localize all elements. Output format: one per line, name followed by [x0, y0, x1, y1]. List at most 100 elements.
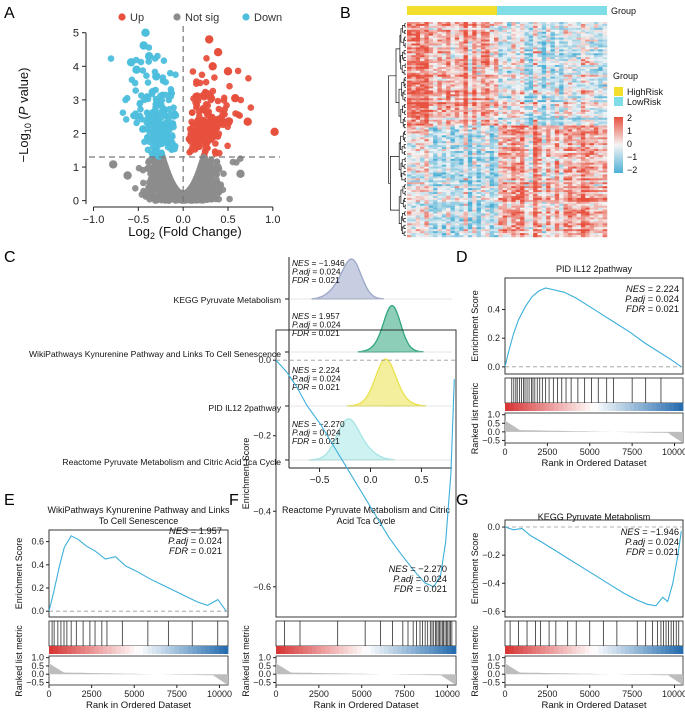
heatmap-cell	[454, 37, 460, 40]
heatmap-cell	[572, 29, 577, 33]
heatmap-cell	[502, 43, 508, 46]
heatmap-cell	[541, 37, 547, 40]
heatmap-cell	[550, 61, 556, 64]
heatmap-cell	[450, 57, 456, 60]
heatmap-cell	[489, 133, 495, 136]
heatmap-cell	[589, 92, 595, 95]
heatmap-cell	[472, 125, 477, 128]
heatmap-cell	[502, 76, 508, 79]
heatmap-cell	[476, 25, 482, 29]
heatmap-cell	[507, 125, 512, 128]
heatmap-cell	[450, 70, 456, 74]
heatmap-cell	[511, 55, 516, 58]
heatmap-cell	[420, 109, 425, 113]
volcano-point	[157, 186, 164, 193]
heatmap-cell	[428, 29, 434, 33]
heatmap-cell	[433, 72, 438, 76]
heatmap-cell	[446, 29, 451, 33]
heatmap-cell	[485, 137, 490, 140]
heatmap-cell	[507, 53, 512, 56]
heatmap-cell	[585, 22, 590, 25]
heatmap-cell	[576, 129, 582, 132]
heatmap-cell	[515, 125, 521, 128]
heatmap-cell	[485, 100, 490, 103]
heatmap-cell	[602, 96, 608, 99]
heatmap-cell	[593, 108, 599, 111]
heatmap-cell	[459, 45, 464, 48]
heatmap-cell	[585, 92, 590, 95]
heatmap-cell	[589, 84, 595, 87]
heatmap-cell	[559, 135, 564, 138]
heatmap-cell	[493, 104, 499, 107]
heatmap-cell	[541, 66, 547, 70]
heatmap-cell	[559, 113, 564, 117]
heatmap-cell	[563, 68, 569, 72]
group-bar-highrisk	[407, 6, 497, 15]
heatmap-cell	[502, 80, 508, 83]
heatmap-cell	[463, 133, 469, 136]
heatmap-cell	[528, 135, 534, 138]
heatmap-cell	[589, 115, 595, 119]
heatmap-cell	[459, 59, 464, 62]
heatmap-cell	[411, 123, 416, 126]
heatmap-cell	[572, 63, 577, 66]
heatmap-cell	[537, 113, 543, 117]
heatmap-cell	[580, 106, 586, 109]
heatmap-cell	[424, 22, 429, 25]
heatmap-cell	[407, 55, 412, 58]
heatmap-cell	[602, 78, 608, 81]
heatmap-cell	[528, 61, 534, 64]
heatmap-cell	[428, 65, 434, 68]
heatmap-cell	[493, 72, 499, 76]
heatmap-cell	[507, 121, 512, 124]
heatmap-cell	[537, 25, 543, 29]
heatmap-cell	[533, 23, 538, 27]
heatmap-cell	[524, 135, 529, 138]
heatmap-cell	[433, 135, 438, 138]
heatmap-cell	[576, 80, 582, 83]
heatmap-cell	[580, 53, 586, 56]
heatmap-cell	[511, 70, 516, 74]
heatmap-cell	[450, 127, 456, 130]
heatmap-cell	[598, 104, 603, 107]
heatmap-cell	[507, 76, 512, 79]
heatmap-cell	[441, 47, 447, 50]
heatmap-cell	[550, 84, 556, 87]
heatmap-cell	[563, 51, 569, 54]
heatmap-cell	[524, 33, 529, 36]
heatmap-cell	[563, 88, 569, 91]
heatmap-cell	[598, 57, 603, 60]
heatmap-cell	[585, 33, 590, 36]
heatmap-cell	[593, 23, 599, 27]
heatmap-cell	[485, 37, 490, 40]
heatmap-cell	[567, 102, 573, 105]
heatmap-cell	[554, 45, 560, 48]
heatmap-cell	[493, 55, 499, 58]
heatmap-cell	[441, 94, 447, 97]
heatmap-cell	[511, 119, 516, 122]
heatmap-cell	[580, 39, 586, 42]
heatmap-cell	[585, 113, 590, 117]
heatmap-cell	[567, 33, 573, 36]
volcano-point	[169, 120, 177, 128]
heatmap-cell	[437, 104, 443, 107]
heatmap-cell	[533, 57, 538, 60]
heatmap-cell	[502, 108, 508, 111]
heatmap-cell	[459, 47, 464, 50]
heatmap-cell	[550, 115, 556, 119]
heatmap-cell	[480, 90, 486, 93]
heatmap-cell	[520, 94, 525, 97]
heatmap-cell	[441, 27, 447, 31]
heatmap-cell	[541, 33, 547, 36]
heatmap-cell	[541, 119, 547, 122]
heatmap-cell	[420, 129, 425, 132]
volcano-point	[210, 170, 217, 177]
heatmap-cell	[502, 137, 508, 140]
heatmap-cell	[459, 37, 464, 40]
heatmap-cell	[563, 111, 569, 115]
volcano-highlight-points	[109, 28, 279, 180]
heatmap-cell	[541, 61, 547, 64]
heatmap-cell	[428, 121, 434, 124]
heatmap-cell	[437, 37, 443, 40]
heatmap-cell	[524, 29, 529, 33]
